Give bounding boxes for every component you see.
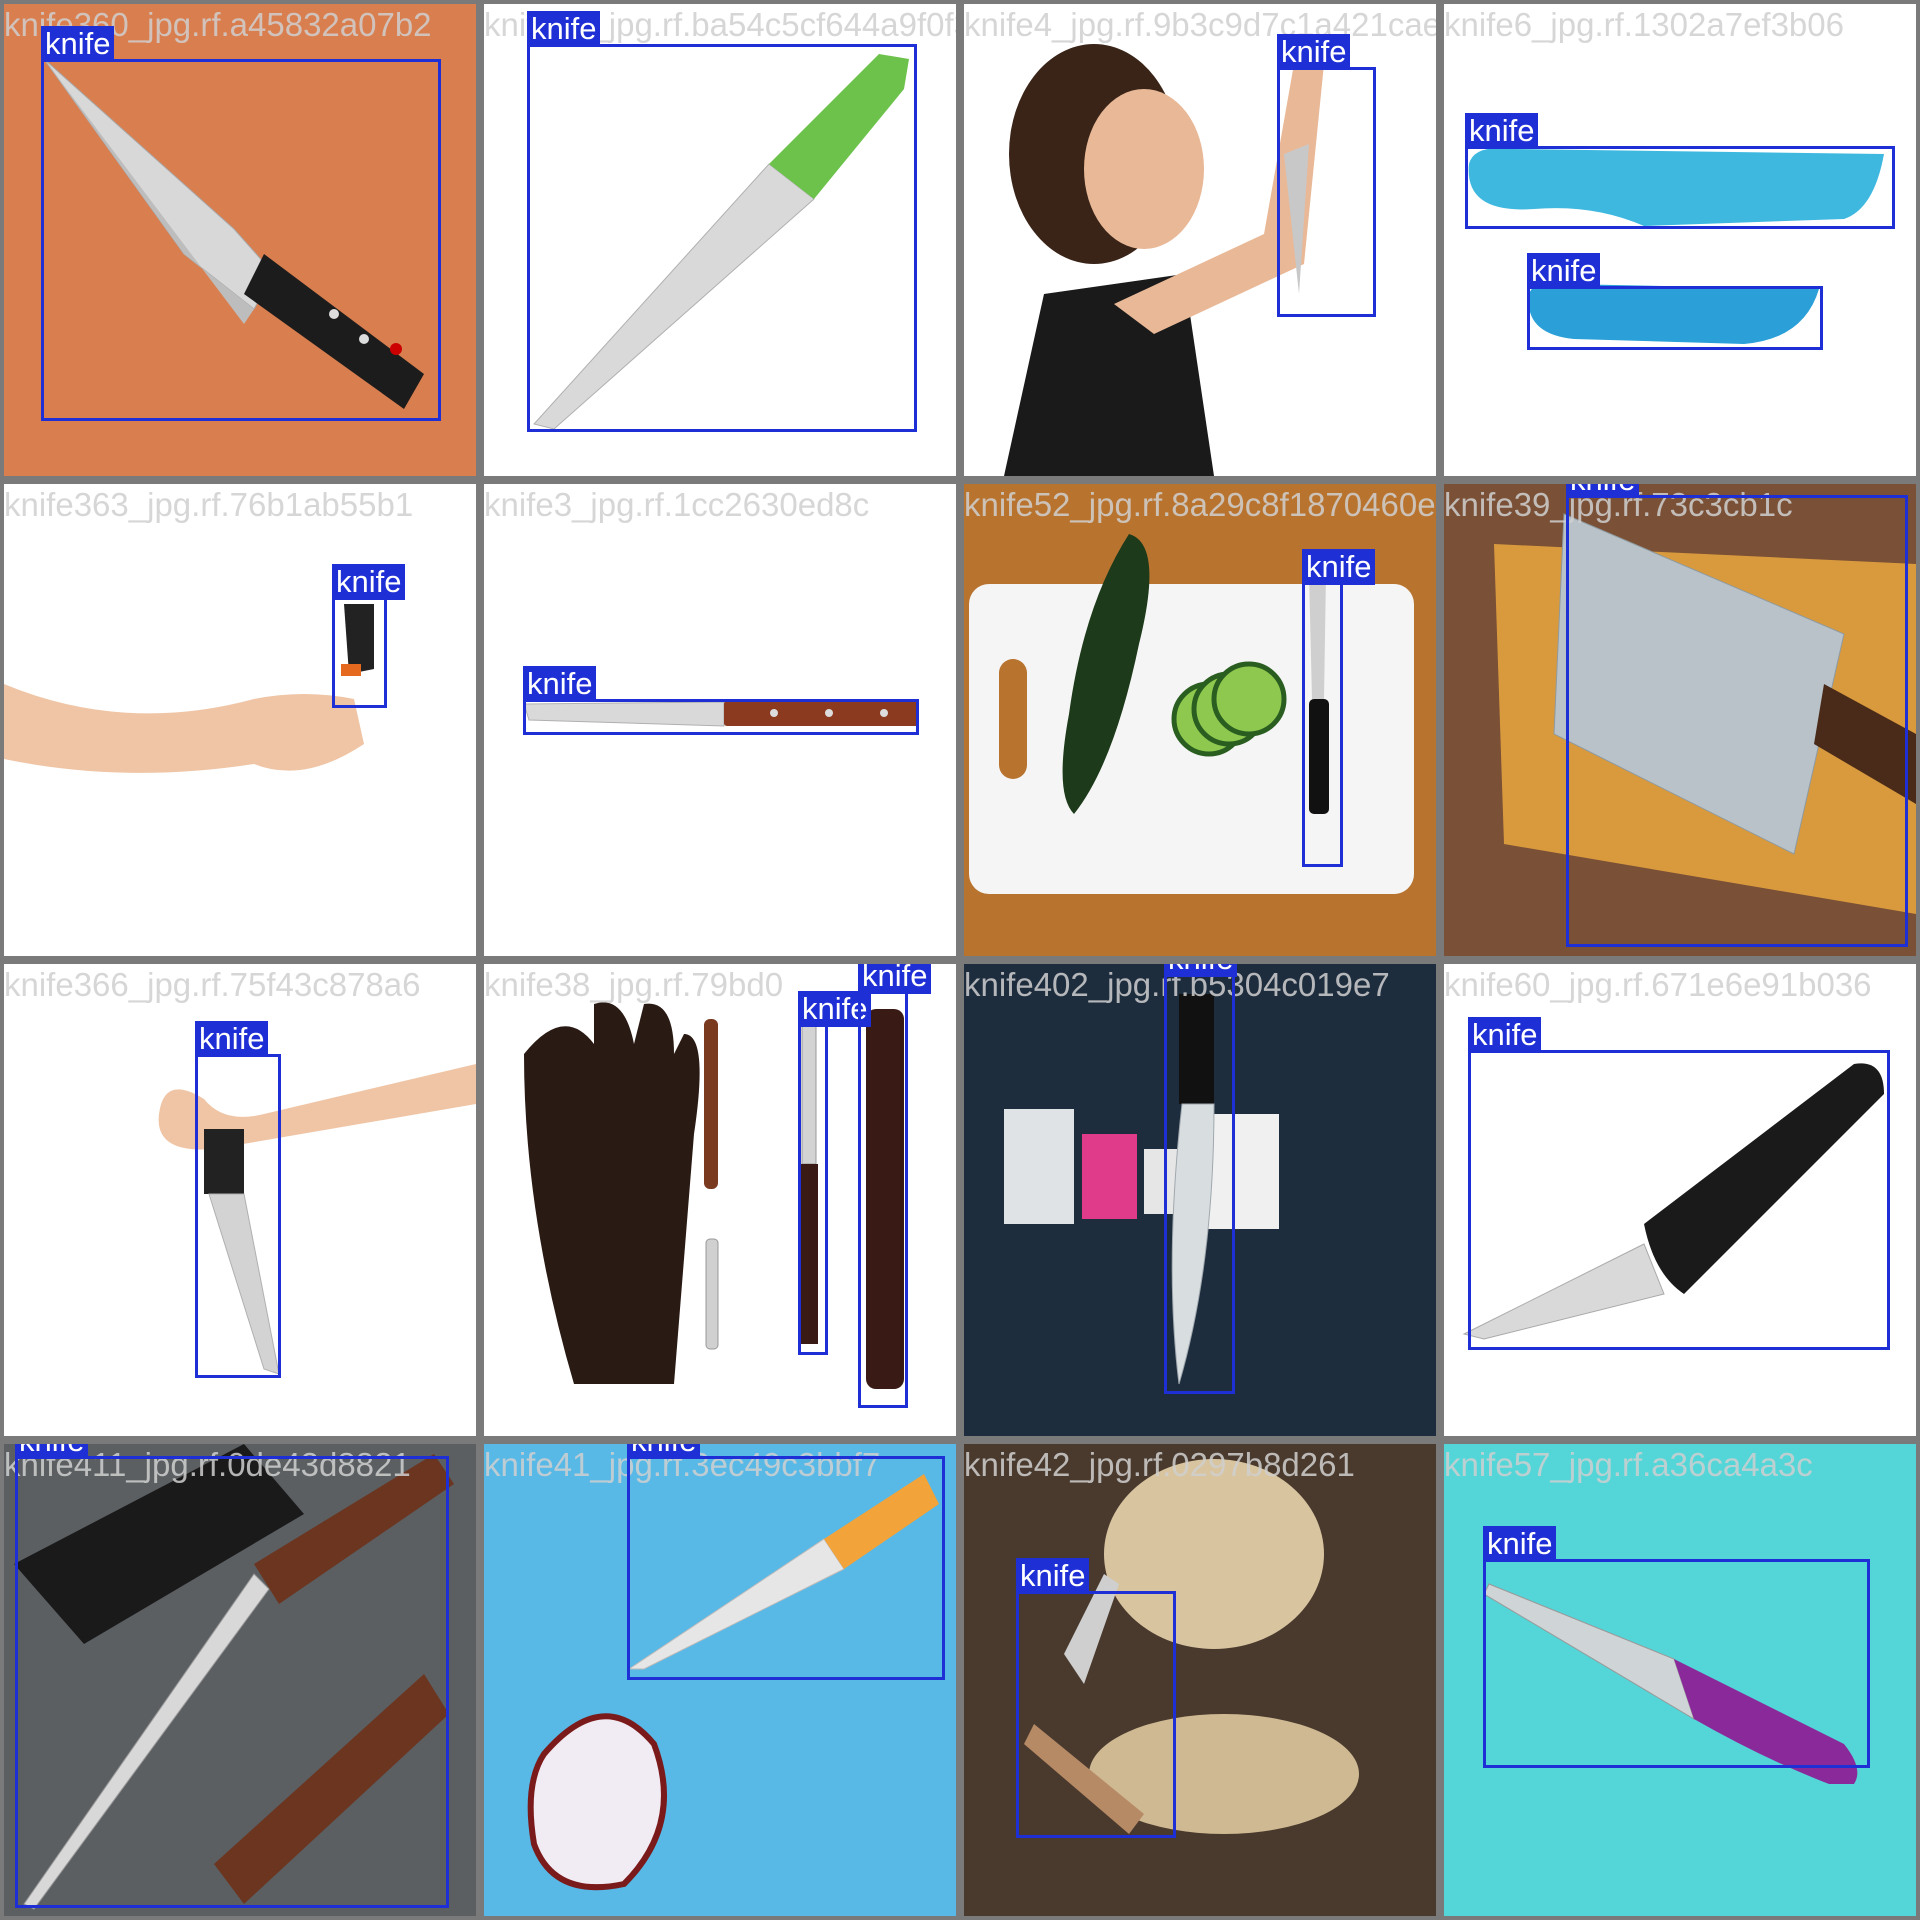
detection-label: knife xyxy=(627,1444,701,1459)
detection-label: knife xyxy=(1468,1017,1542,1053)
detection-box: knife xyxy=(1483,1526,1870,1768)
green-handle-knife-photo xyxy=(484,4,956,476)
stiletto-knives-photo xyxy=(4,1444,476,1916)
detection-label: knife xyxy=(1566,484,1640,498)
image-tile-10: knife38_jpg.rf.79bd0 knife knife xyxy=(484,964,956,1436)
image-tile-12: knife60_jpg.rf.671e6e91b036 knife xyxy=(1444,964,1916,1436)
detection-label: knife xyxy=(523,666,597,702)
detection-label: knife xyxy=(1302,549,1376,585)
blue-plastic-knives-photo xyxy=(1444,4,1916,476)
detection-box: knife xyxy=(1566,484,1908,947)
image-tile-6: knife3_jpg.rf.1cc2630ed8c knife xyxy=(484,484,956,956)
detection-label: knife xyxy=(1483,1526,1557,1562)
detection-box: knife xyxy=(1277,34,1376,317)
image-tile-1: knife360_jpg.rf.a45832a07b2 knife xyxy=(4,4,476,476)
detection-box: knife xyxy=(1302,549,1376,867)
detection-box: knife xyxy=(627,1444,945,1680)
detection-box: knife xyxy=(195,1021,281,1378)
detection-box: knife xyxy=(798,991,872,1355)
knife-over-letters-photo xyxy=(964,964,1436,1436)
detection-label: knife xyxy=(1016,1558,1090,1594)
image-tile-13: knife411_jpg.rf.0de43d8821 knife xyxy=(4,1444,476,1916)
image-tile-2: knife36_jpg.rf.ba54c5cf644a9f0f3480 knif… xyxy=(484,4,956,476)
knife-and-apple-photo xyxy=(484,1444,956,1916)
detection-box: knife xyxy=(1468,1017,1890,1350)
detection-label: knife xyxy=(858,964,932,994)
detection-label: knife xyxy=(195,1021,269,1057)
image-tile-11: knife402_jpg.rf.b5304c019e7 knife xyxy=(964,964,1436,1436)
detection-box: knife xyxy=(1016,1558,1176,1838)
detection-label: knife xyxy=(1164,964,1238,977)
image-tile-14: knife41_jpg.rf.3ec49c3bbf7 knife xyxy=(484,1444,956,1916)
gloves-and-knives-photo xyxy=(484,964,956,1436)
image-tile-7: knife52_jpg.rf.8a29c8f1870460e8 knife xyxy=(964,484,1436,956)
image-tile-3: knife4_jpg.rf.9b3c9d7c1a421cae7b3f knife xyxy=(964,4,1436,476)
steak-knife-photo xyxy=(484,484,956,956)
detection-box: knife xyxy=(1465,113,1895,229)
detection-box: knife xyxy=(332,564,406,708)
detection-box: knife xyxy=(1164,964,1238,1394)
detection-box: knife xyxy=(41,26,441,421)
detection-label: knife xyxy=(15,1444,89,1459)
detection-label: knife xyxy=(1527,253,1601,289)
chef-knife-orange-photo xyxy=(4,4,476,476)
image-tile-5: knife363_jpg.rf.76b1ab55b1 knife xyxy=(4,484,476,956)
detection-box: knife xyxy=(858,964,932,1408)
purple-handle-knife-photo xyxy=(1444,1444,1916,1916)
detection-label: knife xyxy=(1465,113,1539,149)
image-tile-4: knife6_jpg.rf.1302a7ef3b06 knife knife xyxy=(1444,4,1916,476)
detection-label: knife xyxy=(41,26,115,62)
detection-box: knife xyxy=(523,666,919,735)
detection-label: knife xyxy=(332,564,406,600)
image-tile-16: knife57_jpg.rf.a36ca4a3c knife xyxy=(1444,1444,1916,1916)
detection-label: knife xyxy=(527,11,601,47)
woman-holding-knife-photo xyxy=(964,4,1436,476)
detection-box: knife xyxy=(1527,253,1823,350)
detection-box: knife xyxy=(527,11,917,432)
image-tile-8: knife39_jpg.rf.73c3cb1c knife xyxy=(1444,484,1916,956)
arm-holding-knife-photo xyxy=(4,484,476,956)
image-tile-9: knife366_jpg.rf.75f43c878a6 knife xyxy=(4,964,476,1436)
detection-box: knife xyxy=(15,1444,449,1908)
cleaver-on-board-photo xyxy=(1444,484,1916,956)
image-tile-15: knife42_jpg.rf.0297b8d261 knife xyxy=(964,1444,1436,1916)
detection-label: knife xyxy=(1277,34,1351,70)
